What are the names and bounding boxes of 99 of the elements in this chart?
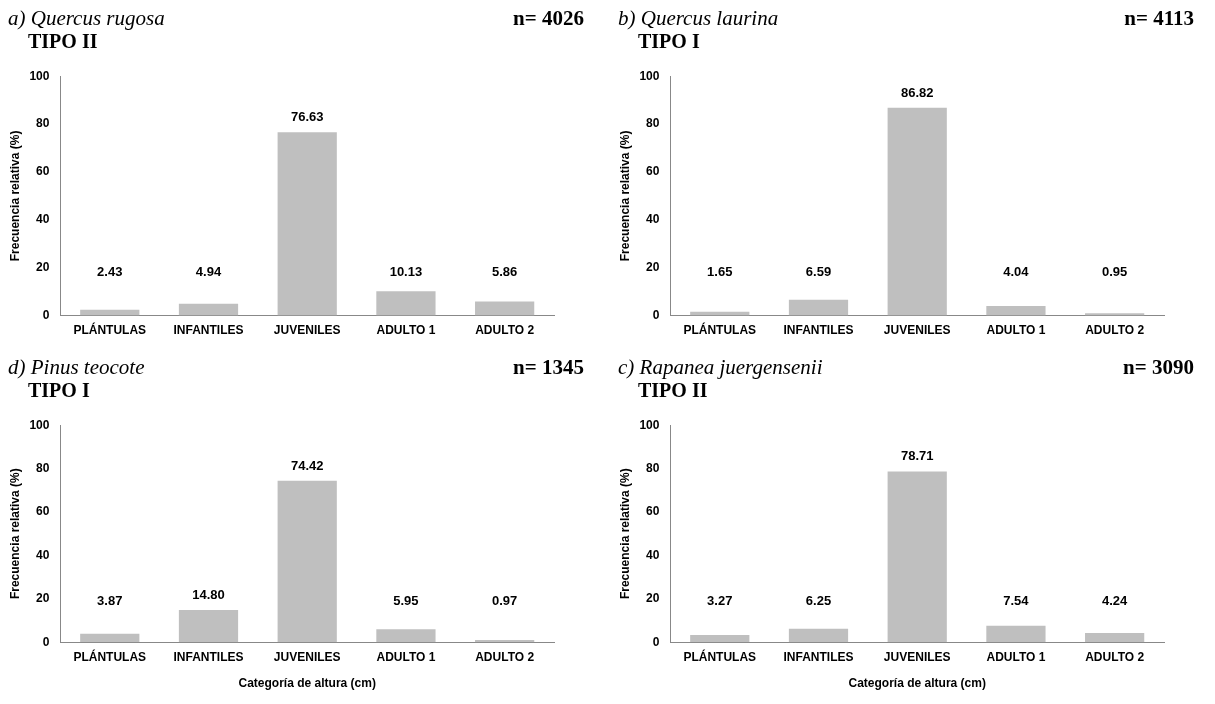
bar <box>986 305 1046 316</box>
bar <box>690 635 750 643</box>
y-tick-label: 40 <box>36 547 50 562</box>
chart-title: b) Quercus laurina <box>618 6 779 31</box>
chart-subtitle: TIPO I <box>638 30 700 53</box>
x-tick-label: ADULTO 1 <box>376 323 436 338</box>
data-label: 0.95 <box>1101 263 1128 279</box>
chart-title: c) Rapanea juergensenii <box>618 355 823 380</box>
bar <box>887 107 947 316</box>
text: n= 4026 <box>513 6 584 31</box>
text: n= 1345 <box>513 355 584 380</box>
chart-title: a) Quercus rugosa <box>8 6 165 31</box>
bar <box>80 633 140 643</box>
x-tick-label: JUVENILES <box>273 323 341 338</box>
bar <box>178 610 239 643</box>
x-tick-label: ADULTO 2 <box>475 649 535 664</box>
text: n= 4113 <box>1124 6 1194 31</box>
data-label: 14.80 <box>192 587 225 603</box>
x-tick-label: PLÁNTULAS <box>683 648 757 664</box>
y-tick-label: 80 <box>36 116 50 131</box>
bar <box>376 629 436 643</box>
bar <box>788 628 849 643</box>
data-label: 6.25 <box>805 593 832 609</box>
y-tick-label: 60 <box>36 164 50 179</box>
bar <box>887 471 947 643</box>
x-tick-label: INFANTILES <box>173 649 244 664</box>
y-tick-label: 40 <box>646 547 660 562</box>
y-tick-label: 100 <box>29 417 50 432</box>
x-tick-label: PLÁNTULAS <box>73 322 147 338</box>
x-tick-label: ADULTO 2 <box>475 323 535 338</box>
bar <box>1085 633 1145 643</box>
bar <box>376 291 436 316</box>
bar <box>475 301 535 316</box>
x-tick-label: ADULTO 1 <box>986 323 1046 338</box>
data-label: 76.63 <box>290 109 324 125</box>
data-label: 3.87 <box>97 593 123 609</box>
x-tick-label: PLÁNTULAS <box>73 648 147 664</box>
bar <box>277 480 337 643</box>
x-tick-label: INFANTILES <box>173 323 244 338</box>
y-tick-label: 0 <box>652 634 660 649</box>
data-label: 0.97 <box>491 593 518 609</box>
text: n= 3090 <box>1123 355 1194 380</box>
y-tick-label: 80 <box>36 460 50 475</box>
y-tick-label: 20 <box>646 591 660 606</box>
data-label: 10.13 <box>389 263 423 279</box>
y-tick-label: 100 <box>29 68 50 83</box>
x-tick-label: JUVENILES <box>883 323 951 338</box>
y-tick-label: 20 <box>36 260 50 275</box>
y-tick-label: 40 <box>36 212 50 227</box>
y-tick-label: 60 <box>36 504 50 519</box>
y-tick-label: 100 <box>639 417 660 432</box>
data-label: 5.95 <box>393 593 419 609</box>
data-label: 6.59 <box>805 263 832 279</box>
chart-title: d) Pinus teocote <box>8 355 145 380</box>
x-tick-label: ADULTO 2 <box>1085 323 1145 338</box>
y-tick-label: 40 <box>646 212 660 227</box>
chart-subtitle: TIPO II <box>638 379 708 402</box>
data-label: 4.24 <box>1101 593 1129 609</box>
y-tick-label: 60 <box>646 504 660 519</box>
data-label: 4.04 <box>1003 263 1030 279</box>
y-tick-label: 0 <box>42 634 50 649</box>
bar <box>788 299 849 316</box>
y-axis-title: Frecuencia relativa (%) <box>7 468 22 600</box>
data-label: 1.65 <box>707 263 733 279</box>
chart-subtitle: TIPO I <box>28 379 90 402</box>
x-tick-label: JUVENILES <box>273 649 341 664</box>
x-axis-title: Categoría de altura (cm) <box>848 676 986 691</box>
data-label: 4.94 <box>195 263 222 279</box>
y-tick-label: 0 <box>652 307 660 322</box>
bar <box>178 303 239 316</box>
y-axis-title: Frecuencia relativa (%) <box>617 468 632 600</box>
x-tick-label: ADULTO 2 <box>1085 649 1145 664</box>
y-tick-label: 80 <box>646 460 660 475</box>
x-tick-label: ADULTO 1 <box>376 649 436 664</box>
data-label: 86.82 <box>900 84 934 100</box>
x-tick-label: INFANTILES <box>783 649 854 664</box>
data-label: 2.43 <box>97 263 123 279</box>
bar <box>986 625 1046 643</box>
y-tick-label: 20 <box>36 591 50 606</box>
x-tick-label: INFANTILES <box>783 323 854 338</box>
bar <box>475 640 535 643</box>
x-tick-label: PLÁNTULAS <box>683 322 757 338</box>
y-axis-title: Frecuencia relativa (%) <box>617 130 632 262</box>
y-tick-label: 80 <box>646 116 660 131</box>
x-tick-label: JUVENILES <box>883 649 951 664</box>
y-tick-label: 60 <box>646 164 660 179</box>
data-label: 7.54 <box>1003 593 1030 609</box>
bar <box>277 132 337 316</box>
data-label: 78.71 <box>900 448 934 464</box>
chart-subtitle: TIPO II <box>28 30 98 53</box>
x-axis-title: Categoría de altura (cm) <box>238 676 376 691</box>
y-axis-title: Frecuencia relativa (%) <box>7 130 22 262</box>
y-tick-label: 0 <box>42 307 50 322</box>
data-label: 3.27 <box>707 593 733 609</box>
y-tick-label: 100 <box>639 68 660 83</box>
x-tick-label: ADULTO 1 <box>986 649 1046 664</box>
data-label: 74.42 <box>290 457 324 473</box>
data-label: 5.86 <box>491 263 518 279</box>
y-tick-label: 20 <box>646 260 660 275</box>
